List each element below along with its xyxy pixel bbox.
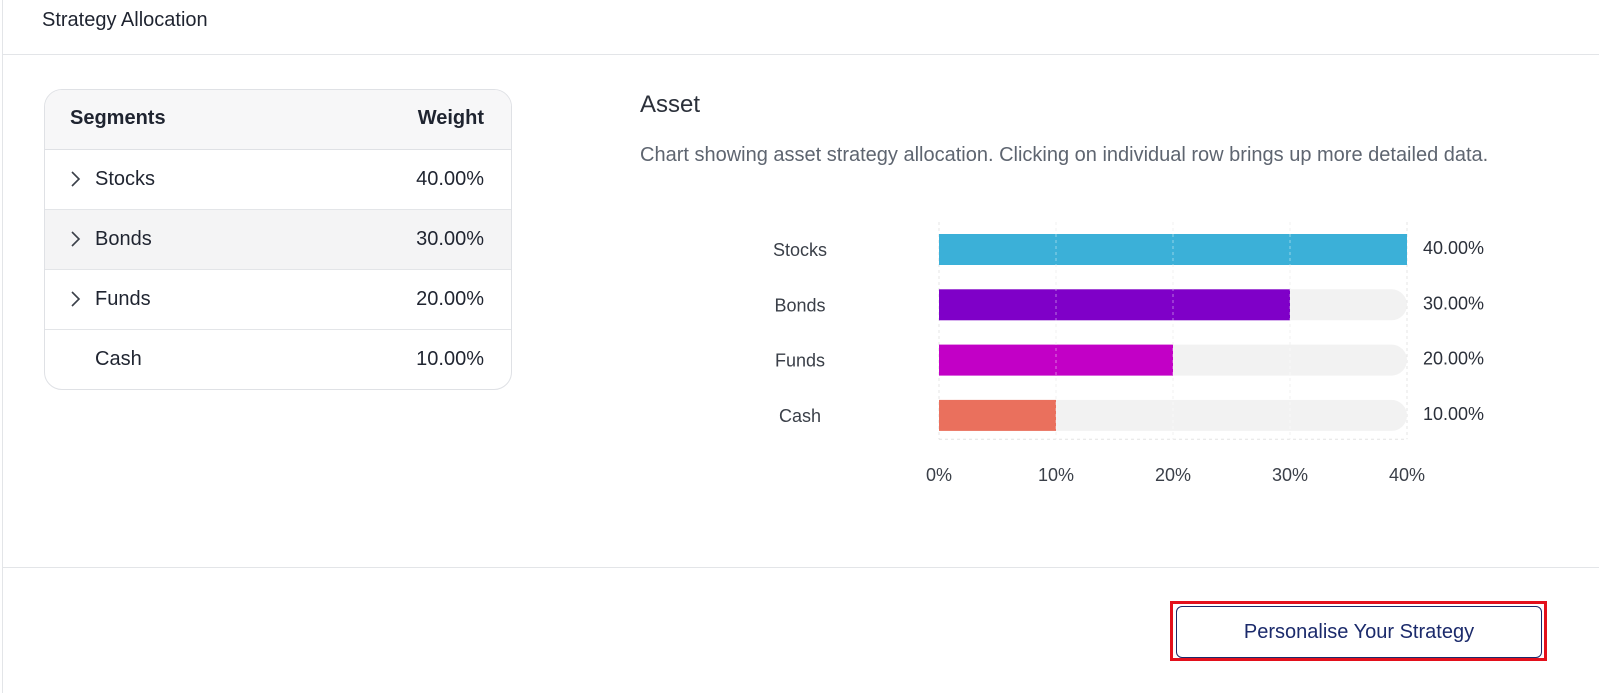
segments-table: Segments Weight Stocks 40.00% Bonds 30.0… [44,89,512,390]
column-header-weight: Weight [417,107,484,129]
bar-funds [939,344,1173,376]
category-label: Bonds [774,295,825,315]
personalise-strategy-button[interactable]: Personalise Your Strategy [1176,606,1542,658]
x-tick-label: 20% [1155,465,1191,485]
category-label: Stocks [773,240,827,260]
segment-weight: 10.00% [416,348,484,370]
bar-stocks [939,234,1407,265]
card-title: Strategy Allocation [42,9,208,31]
segment-name: Cash [95,348,142,370]
segment-weight: 20.00% [416,288,484,310]
x-tick-label: 40% [1389,465,1425,485]
table-row-bonds[interactable]: Bonds 30.00% [45,210,511,270]
category-label: Cash [779,406,821,426]
bar-cash [939,399,1056,431]
table-row-cash: Cash 10.00% [45,330,511,389]
table-header: Segments Weight [45,90,511,150]
asset-description: Chart showing asset strategy allocation.… [640,144,1489,166]
chevron-right-icon [71,291,81,307]
footer-divider [3,567,1599,568]
highlight-outline [1170,601,1547,661]
segment-name: Stocks [95,168,156,190]
segment-name: Bonds [95,228,152,250]
allocation-bar-chart: Stocks 40.00% Bonds 30.00% Funds 20.00% Cash 10… [773,222,1484,485]
asset-title: Asset [640,91,701,118]
column-header-segments: Segments [70,107,166,129]
x-tick-label: 0% [926,465,952,485]
chevron-right-icon [71,231,81,247]
segment-weight: 40.00% [416,168,484,190]
x-tick-label: 30% [1272,465,1308,485]
chevron-right-icon [71,171,81,187]
segment-name: Funds [95,288,151,310]
data-label: 30.00% [1423,293,1484,313]
segment-weight: 30.00% [416,228,484,250]
data-label: 20.00% [1423,349,1484,369]
category-label: Funds [775,351,825,371]
table-row-funds[interactable]: Funds 20.00% [45,270,511,330]
data-label: 10.00% [1423,404,1484,424]
card-header: Strategy Allocation [3,0,1599,55]
bar-bonds [939,289,1290,321]
data-label: 40.00% [1423,238,1484,258]
x-tick-label: 10% [1038,465,1074,485]
table-row-stocks[interactable]: Stocks 40.00% [45,150,511,210]
